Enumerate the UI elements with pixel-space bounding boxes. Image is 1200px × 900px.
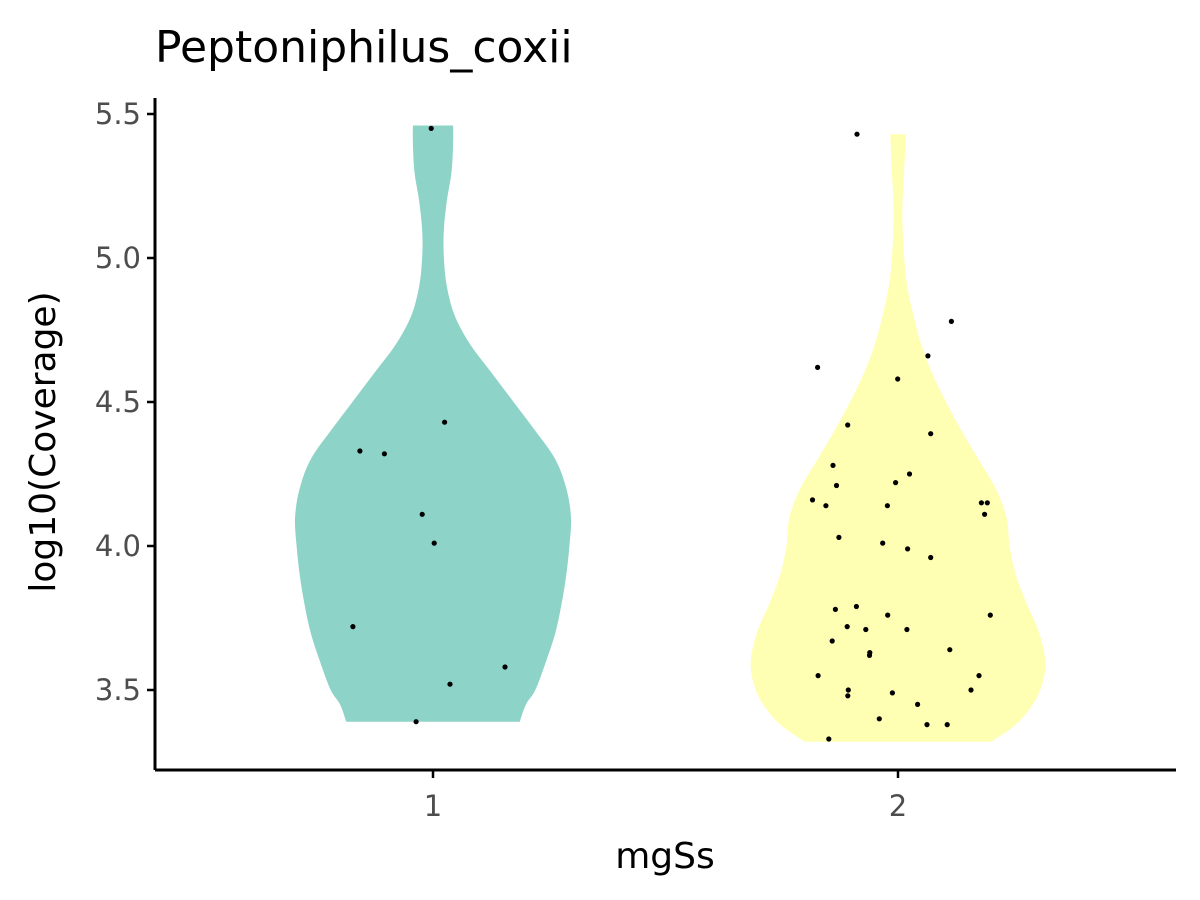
x-tick-label: 1 bbox=[424, 789, 442, 823]
point-2-42 bbox=[826, 736, 832, 742]
point-2-38 bbox=[915, 701, 921, 708]
point-1-8 bbox=[447, 681, 453, 687]
point-1-7 bbox=[502, 664, 508, 670]
violin-2 bbox=[750, 134, 1046, 742]
point-2-7 bbox=[830, 462, 836, 468]
point-2-0 bbox=[854, 131, 860, 137]
point-2-40 bbox=[944, 722, 950, 728]
y-tick-label: 5.0 bbox=[95, 241, 141, 275]
point-2-25 bbox=[844, 624, 850, 630]
point-2-10 bbox=[833, 482, 840, 489]
point-2-41 bbox=[924, 722, 930, 728]
point-2-28 bbox=[829, 638, 835, 644]
point-2-16 bbox=[982, 511, 988, 517]
point-1-0 bbox=[428, 125, 434, 131]
point-2-32 bbox=[815, 673, 821, 679]
point-1-1 bbox=[442, 419, 448, 425]
point-1-5 bbox=[431, 540, 437, 546]
point-2-39 bbox=[876, 716, 882, 722]
point-2-26 bbox=[904, 626, 910, 633]
y-tick-label: 4.0 bbox=[95, 529, 141, 563]
point-2-15 bbox=[884, 503, 891, 509]
point-2-33 bbox=[976, 673, 982, 679]
point-2-6 bbox=[928, 431, 934, 437]
point-1-2 bbox=[357, 448, 363, 454]
y-tick-label: 3.5 bbox=[95, 673, 141, 707]
point-2-24 bbox=[885, 612, 891, 618]
point-2-27 bbox=[863, 626, 869, 633]
point-1-3 bbox=[381, 451, 387, 457]
point-2-35 bbox=[968, 687, 974, 693]
y-ticks: 3.5 4.0 4.5 5.0 5.5 bbox=[95, 97, 155, 707]
point-2-3 bbox=[815, 364, 821, 370]
point-2-5 bbox=[845, 422, 851, 428]
x-axis-title: mgSs bbox=[615, 836, 715, 877]
point-2-18 bbox=[880, 540, 886, 546]
point-1-9 bbox=[413, 719, 419, 725]
point-2-29 bbox=[947, 647, 953, 653]
point-2-14 bbox=[823, 503, 829, 509]
point-2-34 bbox=[845, 687, 851, 693]
point-2-31 bbox=[866, 652, 873, 659]
point-2-12 bbox=[978, 500, 985, 506]
point-2-19 bbox=[905, 546, 911, 552]
point-2-17 bbox=[836, 534, 842, 541]
point-2-36 bbox=[889, 690, 896, 696]
point-2-11 bbox=[809, 497, 816, 503]
point-2-23 bbox=[987, 612, 993, 618]
point-2-20 bbox=[928, 554, 934, 561]
point-2-37 bbox=[845, 693, 851, 699]
y-axis-title: log10(Coverage) bbox=[23, 291, 64, 592]
point-2-21 bbox=[853, 603, 860, 610]
chart-title: Peptoniphilus_coxii bbox=[155, 22, 573, 73]
x-tick-label: 2 bbox=[889, 789, 907, 823]
violins-layer bbox=[294, 125, 1046, 742]
points-layer bbox=[350, 125, 993, 742]
point-1-6 bbox=[350, 624, 356, 630]
y-tick-label: 5.5 bbox=[95, 97, 141, 131]
point-1-4 bbox=[419, 511, 425, 517]
point-2-22 bbox=[832, 606, 839, 613]
point-2-1 bbox=[948, 318, 955, 324]
point-2-13 bbox=[984, 500, 990, 506]
point-2-4 bbox=[895, 376, 901, 382]
axes bbox=[153, 98, 1176, 772]
point-2-9 bbox=[893, 480, 899, 486]
y-tick-label: 4.5 bbox=[95, 385, 141, 419]
point-2-2 bbox=[925, 353, 931, 359]
point-2-8 bbox=[906, 471, 913, 477]
violin-1 bbox=[294, 125, 572, 722]
